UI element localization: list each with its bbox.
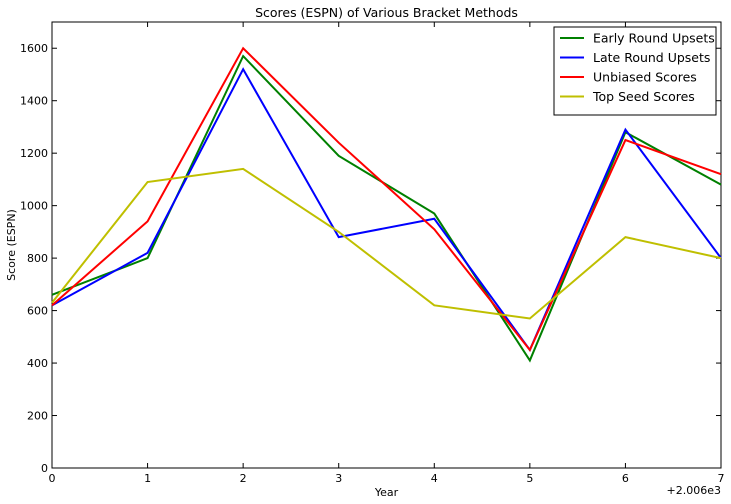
x-tick-label: 2: [240, 472, 247, 485]
y-tick-label: 1000: [20, 200, 48, 213]
y-tick-label: 400: [27, 357, 48, 370]
x-tick-label: 7: [718, 472, 725, 485]
x-tick-label: 6: [622, 472, 629, 485]
chart-title: Scores (ESPN) of Various Bracket Methods: [255, 5, 518, 20]
x-axis: 0 1 2 3 4 5 6 7: [49, 22, 725, 485]
y-tick-label: 1200: [20, 147, 48, 160]
y-tick-label: 200: [27, 410, 48, 423]
series-line-unbiased-scores: [51, 46, 722, 352]
x-axis-offset-label: +2.006e3: [667, 484, 721, 497]
legend-label: Early Round Upsets: [593, 31, 715, 46]
plot-frame: [51, 21, 722, 469]
x-tick-label: 5: [526, 472, 533, 485]
series-line-late-round-upsets: [51, 67, 722, 352]
legend-label: Unbiased Scores: [593, 70, 697, 85]
x-tick-label: 4: [431, 472, 438, 485]
x-tick-label: 3: [335, 472, 342, 485]
legend-label: Top Seed Scores: [592, 89, 695, 104]
legend-box: [553, 26, 717, 116]
x-tick-label: 0: [49, 472, 56, 485]
y-tick-label: 0: [41, 462, 48, 475]
series-lines: [51, 46, 722, 363]
x-tick-label: 1: [144, 472, 151, 485]
plot-area: [51, 21, 722, 469]
y-tick-label: 1400: [20, 95, 48, 108]
y-axis: 0 200 400 600 800 1000 1200 1400 1600: [20, 42, 721, 475]
y-tick-label: 1600: [20, 42, 48, 55]
legend: Early Round Upsets Late Round Upsets Unbia…: [553, 26, 717, 116]
legend-label: Late Round Upsets: [593, 50, 710, 65]
y-axis-label: Score (ESPN): [5, 209, 18, 281]
x-axis-label: Year: [374, 486, 399, 499]
y-tick-label: 800: [27, 252, 48, 265]
y-tick-label: 600: [27, 305, 48, 318]
series-line-top-seed-scores: [51, 167, 722, 320]
